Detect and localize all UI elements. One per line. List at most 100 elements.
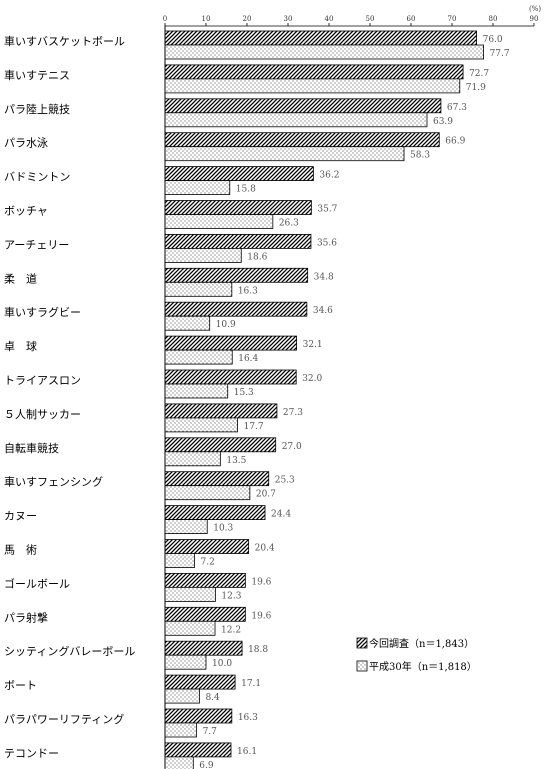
bar-previous	[164, 247, 242, 263]
data-label: 58.3	[410, 151, 430, 161]
data-label: 36.2	[319, 171, 339, 181]
data-label: 35.7	[317, 205, 337, 215]
x-tick-label: 50	[366, 15, 375, 23]
category-label: 車いすテニス	[4, 68, 70, 82]
data-label: 10.9	[216, 320, 236, 330]
category-label: 自転車競技	[4, 441, 59, 455]
bar-current	[164, 335, 298, 351]
data-label: 32.0	[302, 374, 322, 384]
data-label: 10.3	[213, 524, 233, 534]
bar-previous	[164, 383, 229, 399]
bar-previous	[164, 722, 197, 738]
category-label: バドミントン	[4, 171, 70, 184]
category-label: ゴールボール	[4, 576, 70, 590]
category-label: パラ陸上競技	[4, 102, 70, 116]
x-tick-label: 20	[243, 15, 252, 23]
bar-previous	[164, 451, 221, 467]
x-tick-label: 0	[163, 15, 167, 23]
category-label: 車いすフェンシング	[4, 475, 103, 489]
bar-previous	[164, 553, 195, 568]
data-label: 17.7	[244, 422, 264, 432]
bar-current	[164, 301, 308, 317]
data-label: 16.1	[237, 747, 257, 757]
bar-previous	[164, 417, 238, 433]
data-label: 20.7	[256, 490, 276, 500]
data-label: 26.3	[279, 219, 299, 229]
category-label: アーチェリー	[4, 238, 69, 251]
bar-current	[164, 708, 233, 724]
bar-previous	[164, 112, 428, 128]
category-label: 馬 術	[4, 544, 37, 557]
x-tick-label: 80	[489, 15, 498, 23]
data-label: 27.3	[283, 408, 303, 418]
data-label: 16.4	[238, 354, 258, 364]
bar-previous	[164, 654, 207, 670]
data-label: 12.3	[221, 591, 241, 601]
legend: 今回調査（n＝1,843） 平成30年（n＝1,818）	[356, 637, 477, 673]
data-label: 13.5	[226, 456, 246, 466]
data-label: 34.8	[314, 272, 334, 282]
bar-current	[164, 742, 232, 758]
data-label: 15.3	[234, 388, 254, 398]
category-label: カヌー	[4, 510, 37, 523]
data-label: 72.7	[469, 69, 489, 79]
legend-label-current: 今回調査（n＝1,843）	[369, 637, 474, 650]
category-label: パラ水泳	[4, 136, 48, 150]
bar-previous	[164, 315, 211, 331]
bar-current	[164, 64, 464, 80]
data-label: 67.3	[447, 103, 467, 113]
bar-current	[164, 30, 478, 46]
category-label: 柔 道	[4, 271, 37, 285]
bar-previous	[164, 180, 231, 196]
data-label: 77.7	[490, 49, 510, 59]
data-label: 66.9	[445, 137, 465, 147]
bar-current	[164, 471, 270, 487]
category-label: ５人制サッカー	[4, 408, 81, 421]
bar-current	[164, 267, 309, 283]
data-label: 12.2	[221, 625, 241, 635]
bar-current	[164, 403, 278, 419]
x-axis: 0 10 20 30 40 50 60 70 80 90	[163, 15, 538, 27]
bar-current	[164, 505, 266, 521]
bar-current	[164, 606, 246, 622]
category-label: ボッチャ	[4, 205, 48, 218]
category-label: 車いすラグビー	[4, 305, 81, 319]
bar-current	[164, 200, 312, 215]
data-label: 25.3	[275, 476, 295, 486]
data-label: 10.0	[212, 659, 232, 669]
bar-previous	[164, 688, 200, 704]
data-label: 16.3	[238, 286, 258, 296]
bars: 76.0 77.772.7 71.9 67.3 63.9 66.9 58.3 36.2 15.8…	[164, 30, 510, 769]
category-label: トライアスロン	[4, 374, 81, 387]
data-label: 71.9	[466, 83, 486, 93]
data-label: 35.6	[317, 238, 337, 248]
bar-current	[164, 539, 250, 554]
x-tick-label: 60	[407, 15, 416, 23]
data-label: 18.8	[248, 645, 268, 655]
data-label: 16.3	[238, 713, 258, 723]
bar-current	[164, 98, 442, 114]
data-label: 20.4	[255, 544, 275, 554]
bar-previous	[164, 587, 216, 602]
data-label: 76.0	[483, 35, 503, 45]
category-label: パラパワーリフティング	[4, 712, 124, 726]
bar-previous	[164, 349, 233, 365]
data-label: 7.2	[201, 558, 215, 568]
category-label: ボート	[4, 679, 37, 692]
data-label: 27.0	[282, 442, 302, 452]
bar-previous	[164, 281, 233, 297]
bar-previous	[164, 756, 194, 769]
data-label: 32.1	[303, 340, 323, 350]
legend-swatch-current	[356, 637, 368, 649]
x-tick-label: 40	[325, 15, 334, 23]
data-label: 15.8	[236, 185, 256, 195]
bar-current	[164, 640, 243, 656]
data-label: 18.6	[247, 252, 267, 262]
bar-current	[164, 674, 236, 690]
data-label: 63.9	[433, 117, 453, 127]
data-label: 19.6	[251, 611, 271, 621]
bar-current	[164, 233, 312, 249]
category-labels: 車いすバスケットボール車いすテニスパラ陸上競技パラ水泳バドミントンボッチャアーチ…	[4, 34, 135, 760]
x-tick-label: 70	[448, 15, 457, 23]
